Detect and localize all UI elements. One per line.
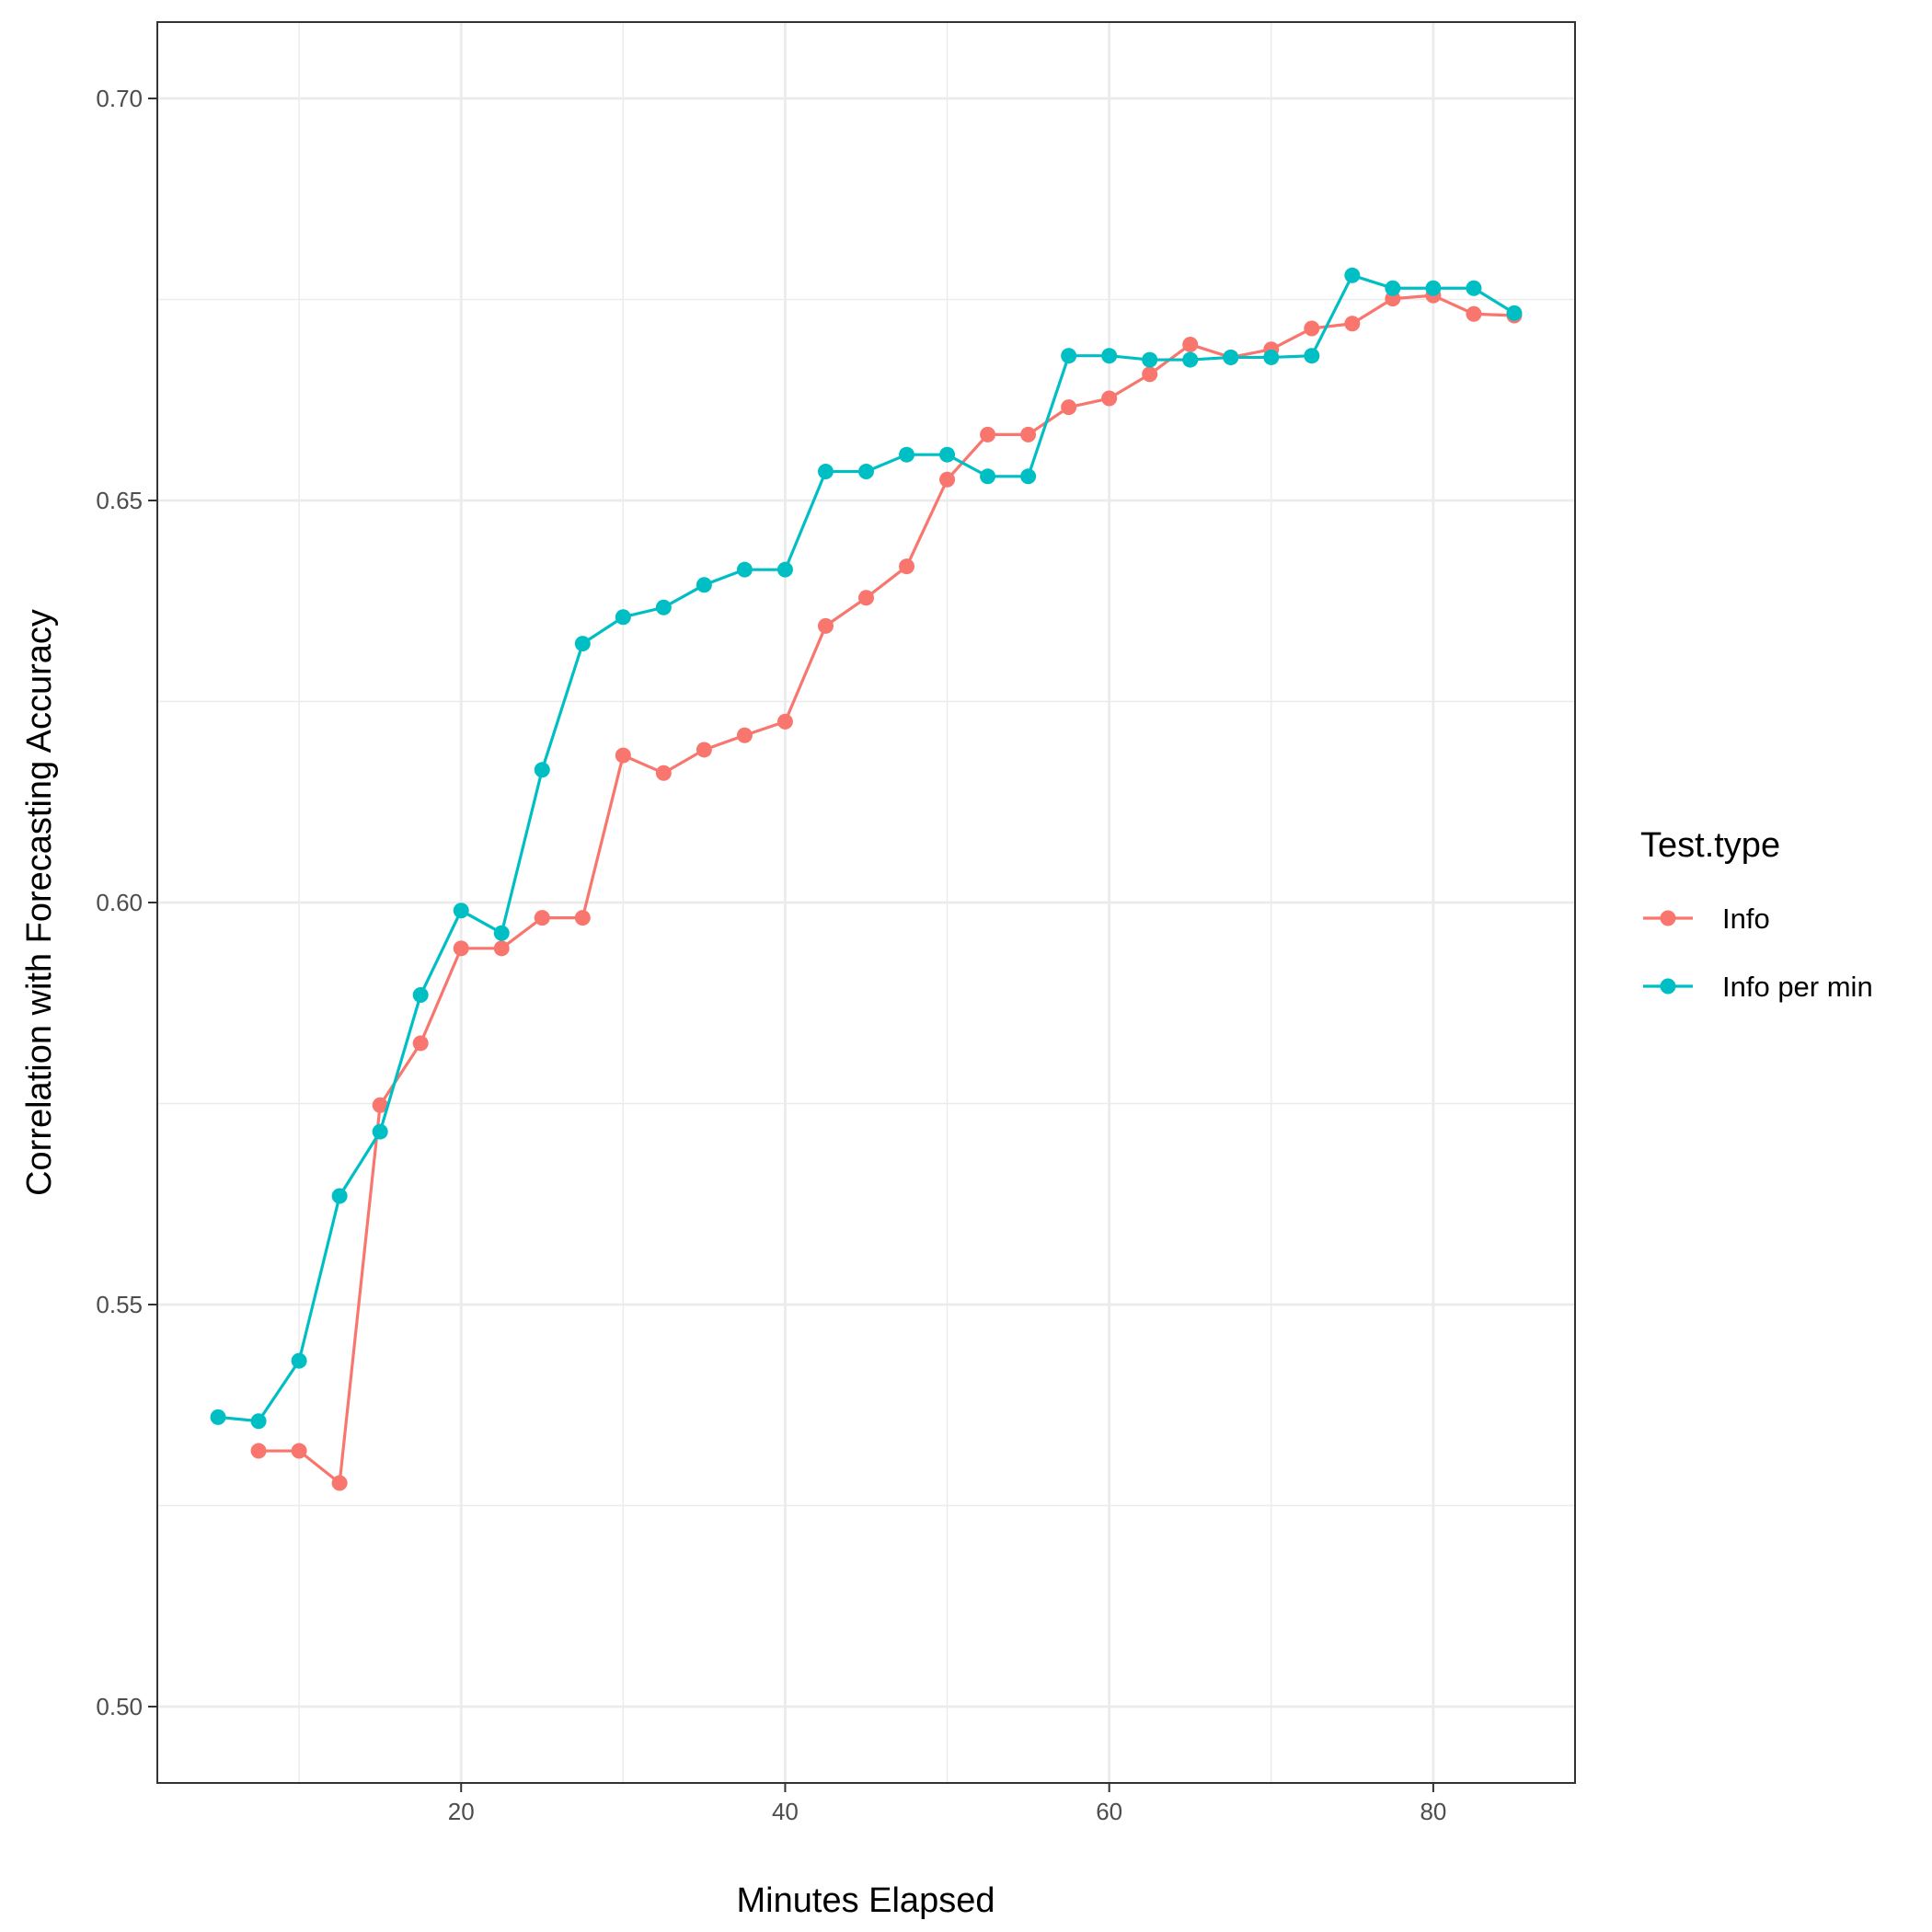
data-point-info-per-min bbox=[1182, 351, 1199, 368]
data-point-info-per-min bbox=[736, 561, 753, 578]
data-point-info bbox=[696, 742, 712, 758]
data-point-info-per-min bbox=[291, 1352, 307, 1369]
legend-key-point-info-per-min bbox=[1660, 978, 1676, 995]
data-point-info-per-min bbox=[696, 577, 712, 593]
data-point-info-per-min bbox=[453, 903, 469, 919]
legend-title: Test.type bbox=[1640, 826, 1780, 865]
y-axis-title: Correlation with Forecasting Accuracy bbox=[20, 609, 59, 1196]
data-point-info-per-min bbox=[1142, 351, 1158, 368]
data-point-info-per-min bbox=[412, 987, 429, 1004]
data-point-info bbox=[1061, 399, 1077, 416]
data-point-info-per-min bbox=[1061, 348, 1077, 364]
legend-item-info-per-min: Info per min bbox=[1643, 971, 1873, 1003]
data-point-info bbox=[250, 1443, 267, 1459]
y-tick-label: 0.55 bbox=[96, 1291, 143, 1318]
data-point-info-per-min bbox=[1466, 280, 1482, 296]
data-point-info bbox=[493, 940, 510, 957]
legend-label-info: Info bbox=[1722, 903, 1770, 935]
data-point-info bbox=[412, 1035, 429, 1052]
data-point-info-per-min bbox=[210, 1409, 226, 1425]
data-point-info-per-min bbox=[1344, 267, 1361, 283]
y-tick-label: 0.65 bbox=[96, 487, 143, 514]
data-point-info-per-min bbox=[655, 599, 672, 615]
data-point-info-per-min bbox=[534, 762, 550, 778]
data-point-info bbox=[291, 1443, 307, 1459]
data-point-info-per-min bbox=[250, 1413, 267, 1430]
data-point-info bbox=[615, 747, 631, 764]
data-point-info bbox=[1304, 320, 1320, 337]
major-gridlines bbox=[157, 22, 1575, 1783]
data-point-info-per-min bbox=[574, 636, 591, 652]
data-point-info-per-min bbox=[817, 464, 834, 480]
data-point-info-per-min bbox=[1425, 280, 1442, 296]
data-point-info bbox=[331, 1475, 348, 1491]
series-layer bbox=[210, 267, 1523, 1491]
axis-ticks bbox=[148, 98, 1434, 1792]
data-point-info-per-min bbox=[899, 446, 915, 463]
x-tick-label: 20 bbox=[448, 1798, 475, 1825]
data-point-info bbox=[655, 765, 672, 781]
data-point-info-per-min bbox=[980, 468, 996, 485]
x-axis-title: Minutes Elapsed bbox=[737, 1881, 995, 1920]
data-point-info bbox=[1101, 390, 1118, 407]
legend: Test.type Info Info per min bbox=[1640, 826, 1873, 1003]
tick-labels: 20 40 60 80 0.50 0.55 0.60 0.65 0.70 bbox=[96, 85, 1446, 1825]
data-point-info-per-min bbox=[1223, 349, 1239, 365]
data-point-info bbox=[776, 713, 793, 730]
data-point-info-per-min bbox=[1263, 349, 1280, 365]
y-tick-label: 0.50 bbox=[96, 1693, 143, 1720]
y-tick-label: 0.70 bbox=[96, 85, 143, 112]
data-point-info-per-min bbox=[1304, 348, 1320, 364]
legend-key-point-info bbox=[1660, 910, 1676, 926]
data-point-info bbox=[1466, 305, 1482, 322]
x-tick-label: 40 bbox=[772, 1798, 799, 1825]
legend-label-info-per-min: Info per min bbox=[1722, 971, 1873, 1003]
data-point-info-per-min bbox=[615, 609, 631, 626]
data-point-info-per-min bbox=[939, 446, 956, 463]
data-point-info-per-min bbox=[1101, 348, 1118, 364]
data-point-info-per-min bbox=[776, 561, 793, 578]
data-point-info bbox=[453, 940, 469, 957]
data-point-info bbox=[372, 1097, 388, 1113]
data-point-info bbox=[858, 590, 874, 606]
data-point-info bbox=[534, 910, 550, 926]
data-point-info-per-min bbox=[1385, 280, 1401, 296]
data-point-info-per-min bbox=[858, 464, 874, 480]
data-point-info-per-min bbox=[1506, 305, 1523, 321]
data-point-info bbox=[1142, 366, 1158, 383]
data-point-info bbox=[1344, 316, 1361, 332]
x-tick-label: 80 bbox=[1420, 1798, 1446, 1825]
data-point-info bbox=[1182, 336, 1199, 352]
data-point-info bbox=[899, 558, 915, 575]
data-point-info bbox=[939, 471, 956, 488]
data-point-info bbox=[817, 617, 834, 634]
data-point-info bbox=[736, 727, 753, 743]
data-point-info-per-min bbox=[372, 1123, 388, 1140]
data-point-info-per-min bbox=[1020, 468, 1037, 485]
y-tick-label: 0.60 bbox=[96, 889, 143, 916]
x-tick-label: 60 bbox=[1096, 1798, 1122, 1825]
data-point-info bbox=[574, 910, 591, 926]
data-point-info-per-min bbox=[331, 1188, 348, 1204]
data-point-info bbox=[1020, 426, 1037, 443]
data-point-info bbox=[980, 426, 996, 443]
data-point-info-per-min bbox=[493, 925, 510, 941]
legend-item-info: Info bbox=[1643, 903, 1770, 935]
